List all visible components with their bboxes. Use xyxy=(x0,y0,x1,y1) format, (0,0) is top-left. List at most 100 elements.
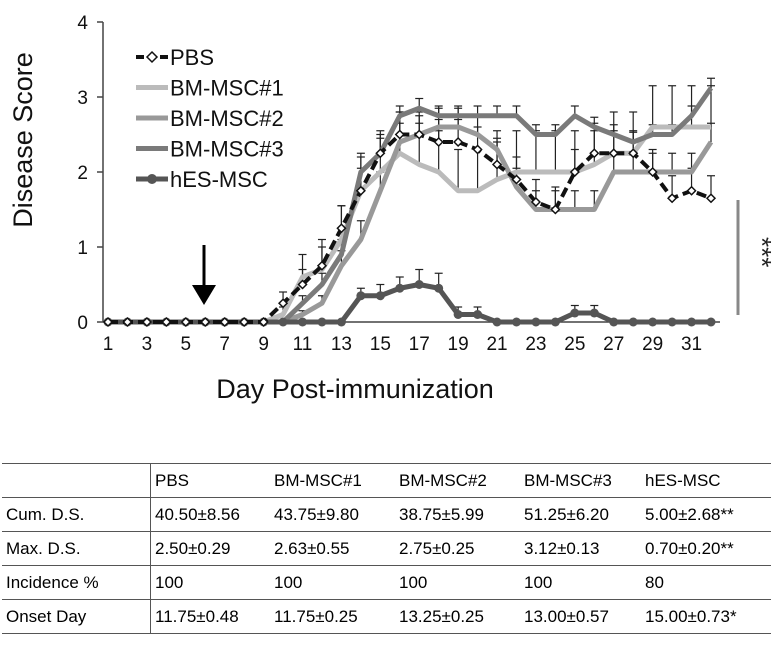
table-cell: 5.00±2.68** xyxy=(641,497,771,532)
x-tick-label: 5 xyxy=(181,334,192,355)
data-point xyxy=(141,316,152,328)
legend: PBS BM-MSC#1 BM-MSC#2 BM-MSC#3 hES-MSC xyxy=(136,45,284,192)
legend-label: PBS xyxy=(170,45,214,70)
data-point xyxy=(297,279,308,290)
data-point xyxy=(414,129,425,140)
table-cell: 2.75±0.25 xyxy=(395,531,520,566)
table-cell: 80 xyxy=(641,565,771,600)
data-point xyxy=(628,317,638,327)
x-tick-label: 29 xyxy=(642,334,663,355)
table-header-row: PBS BM-MSC#1 BM-MSC#2 BM-MSC#3 hES-MSC xyxy=(2,463,771,498)
data-point xyxy=(161,316,172,328)
table-cell: 40.50±8.56 xyxy=(150,497,270,532)
legend-label: BM-MSC#1 xyxy=(170,76,284,101)
data-point xyxy=(355,185,366,196)
x-tick-label: 25 xyxy=(564,334,585,355)
data-point xyxy=(219,316,230,328)
table-cell: 11.75±0.25 xyxy=(270,599,395,634)
data-point xyxy=(102,316,114,328)
x-tick-label: 17 xyxy=(409,334,430,355)
x-tick-label: 27 xyxy=(603,334,624,355)
x-tick-label: 23 xyxy=(525,334,546,355)
data-point xyxy=(278,317,288,327)
legend-marker xyxy=(147,174,157,184)
results-table: PBS BM-MSC#1 BM-MSC#2 BM-MSC#3 hES-MSC C… xyxy=(2,463,771,634)
data-point xyxy=(336,223,347,234)
data-point xyxy=(589,308,599,318)
data-point xyxy=(511,174,522,185)
data-point xyxy=(687,317,697,327)
x-tick-label: 7 xyxy=(219,334,230,355)
x-tick-label: 13 xyxy=(331,334,352,355)
table-header-cell xyxy=(2,463,151,498)
data-point xyxy=(317,317,327,327)
x-tick-label: 3 xyxy=(142,334,153,355)
data-point xyxy=(706,317,716,327)
data-point xyxy=(200,316,211,328)
x-tick-label: 9 xyxy=(258,334,269,355)
data-point xyxy=(180,316,191,328)
data-point xyxy=(531,317,541,327)
injection-arrow xyxy=(192,245,216,305)
table-row-label: Incidence % xyxy=(2,565,151,600)
data-point xyxy=(278,298,289,309)
y-axis-ticks: 0 1 2 3 4 xyxy=(77,13,103,334)
x-axis-title: Day Post-immunization xyxy=(216,374,494,404)
table-header-cell: BM-MSC#3 xyxy=(520,463,641,498)
x-tick-label: 21 xyxy=(486,334,507,355)
data-point xyxy=(434,283,444,293)
data-point xyxy=(608,148,619,159)
table-row-label: Cum. D.S. xyxy=(2,497,151,532)
table-row: Max. D.S. 2.50±0.29 2.63±0.55 2.75±0.25 … xyxy=(2,531,771,566)
data-point xyxy=(550,317,560,327)
table-cell: 2.50±0.29 xyxy=(150,531,270,566)
data-point xyxy=(492,317,502,327)
data-point xyxy=(433,136,444,148)
table-header-cell: BM-MSC#2 xyxy=(395,463,520,498)
data-point xyxy=(316,260,328,271)
legend-marker xyxy=(145,50,159,64)
table-cell: 2.63±0.55 xyxy=(270,531,395,566)
table-row: Incidence % 100 100 100 100 80 xyxy=(2,565,771,600)
x-tick-label: 19 xyxy=(448,334,469,355)
data-point xyxy=(336,317,346,327)
data-point xyxy=(667,317,677,327)
x-tick-label: 15 xyxy=(370,334,391,355)
x-tick-label: 31 xyxy=(681,334,702,355)
data-point xyxy=(473,310,483,319)
data-point xyxy=(647,166,658,178)
table-cell: 15.00±0.73* xyxy=(641,599,771,634)
significance-marker: *** xyxy=(736,200,777,315)
table-cell: 100 xyxy=(520,565,641,600)
data-point xyxy=(375,148,386,159)
data-point xyxy=(453,136,464,148)
y-tick-label: 4 xyxy=(77,13,88,34)
table-cell: 51.25±6.20 xyxy=(520,497,641,532)
table-cell: 38.75±5.99 xyxy=(395,497,520,532)
data-point xyxy=(628,148,639,159)
table-cell: 11.75±0.48 xyxy=(150,599,270,634)
data-point xyxy=(511,317,521,327)
x-axis-ticks: 1 3 5 7 9 11 13 15 17 19 21 23 25 27 29 31 xyxy=(103,334,702,355)
y-axis-title: Disease Score xyxy=(8,52,38,228)
data-point xyxy=(239,316,250,328)
data-point xyxy=(394,129,405,140)
legend-label: hES-MSC xyxy=(170,167,268,192)
table-cell: 100 xyxy=(150,565,270,600)
y-tick-label: 3 xyxy=(77,88,88,109)
data-point xyxy=(609,317,619,327)
table-row-label: Max. D.S. xyxy=(2,531,151,566)
series-layer xyxy=(102,86,717,328)
data-point xyxy=(395,283,405,293)
table-cell: 3.12±0.13 xyxy=(520,531,641,566)
table-header-cell: PBS xyxy=(150,463,270,498)
data-point xyxy=(453,310,463,319)
table-cell: 13.00±0.57 xyxy=(520,599,641,634)
table-header-cell: hES-MSC xyxy=(641,463,771,498)
data-point xyxy=(298,317,308,327)
y-tick-label: 1 xyxy=(77,238,88,259)
legend-label: BM-MSC#2 xyxy=(170,106,284,131)
table-cell: 13.25±0.25 xyxy=(395,599,520,634)
data-point xyxy=(569,166,580,178)
table-cell: 43.75±9.80 xyxy=(270,497,395,532)
